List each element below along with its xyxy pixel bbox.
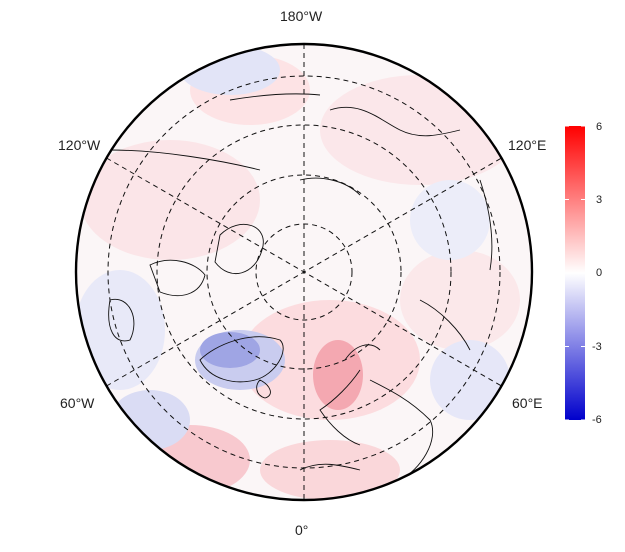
colorbar-tick-label: -6 bbox=[592, 414, 602, 426]
lon-label-180w: 180°W bbox=[280, 8, 323, 24]
lon-label-120w: 120°W bbox=[58, 137, 101, 153]
colorbar-tick-label: 6 bbox=[596, 121, 603, 133]
colorbar bbox=[565, 126, 585, 420]
lon-label-0: 0° bbox=[295, 522, 309, 538]
lon-label-60w: 60°W bbox=[60, 395, 95, 411]
colorbar-tick-label: 0 bbox=[596, 267, 603, 279]
colorbar-tick-marks bbox=[565, 125, 585, 421]
graticule bbox=[106, 44, 502, 500]
anomaly-field bbox=[76, 44, 532, 500]
lon-label-60e: 60°E bbox=[512, 395, 543, 411]
colorbar-tick-label: -3 bbox=[592, 341, 602, 353]
map-boundary bbox=[74, 42, 534, 502]
colorbar-tick-label: 3 bbox=[596, 194, 603, 206]
lon-label-120e: 120°E bbox=[508, 137, 547, 153]
